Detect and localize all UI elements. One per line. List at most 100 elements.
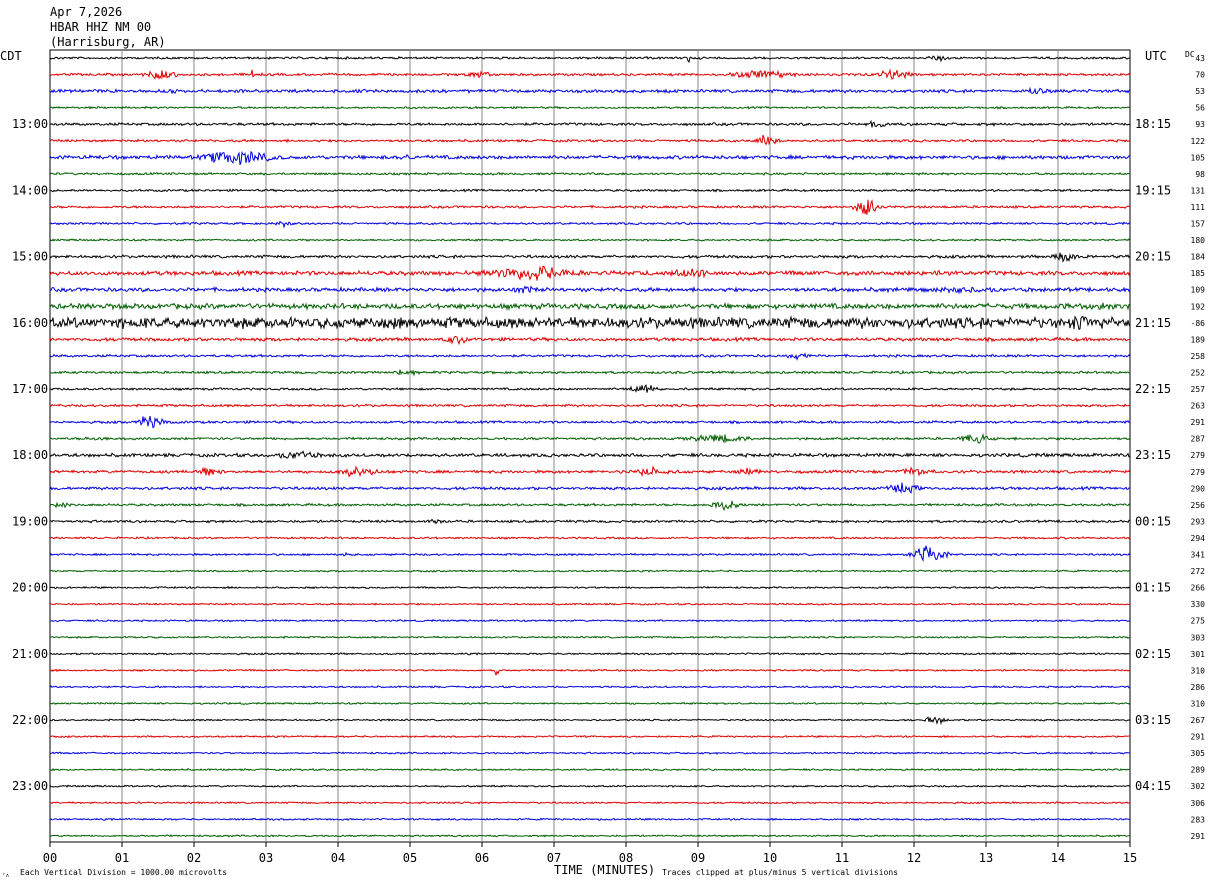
left-time-label: 17:00	[12, 382, 48, 396]
seismic-trace	[49, 545, 1131, 563]
dc-offset-label: 98	[1195, 170, 1205, 179]
seismic-trace	[49, 315, 1131, 331]
dc-offset-label: 257	[1191, 385, 1206, 394]
dc-offset-label: 279	[1191, 468, 1206, 477]
left-timezone-label: CDT	[0, 49, 22, 63]
trace-group	[49, 54, 1131, 838]
dc-offset-label: 157	[1191, 220, 1206, 229]
x-tick-label: 00	[43, 851, 57, 865]
seismic-trace	[49, 403, 1131, 408]
seismic-trace	[49, 54, 1131, 64]
dc-offset-label: 279	[1191, 451, 1206, 460]
seismic-trace	[49, 188, 1131, 193]
seismic-trace	[49, 834, 1131, 838]
dc-offset-label: 263	[1191, 402, 1206, 411]
seismic-trace	[49, 465, 1131, 478]
x-tick-label: 10	[763, 851, 777, 865]
left-time-label: 23:00	[12, 779, 48, 793]
plot-frame	[49, 49, 1131, 843]
dc-offset-labels: 43 70 53 56 93 122 105 98 131 111 157 180 184 185 109 1…	[1191, 54, 1206, 841]
header-location: (Harrisburg, AR)	[50, 35, 166, 49]
left-time-label: 14:00	[12, 183, 48, 197]
seismic-trace	[49, 652, 1131, 656]
scale-note: Each Vertical Division = 1000.00 microvo…	[20, 868, 227, 877]
dc-offset-label: 272	[1191, 567, 1206, 576]
left-time-label: 16:00	[12, 316, 48, 330]
seismic-trace	[49, 518, 1131, 525]
right-time-label: 03:15	[1135, 713, 1171, 727]
right-time-label: 23:15	[1135, 448, 1171, 462]
dc-offset-label: 294	[1191, 534, 1206, 543]
dc-offset-label: 185	[1191, 269, 1206, 278]
seismic-trace	[49, 500, 1131, 512]
dc-offset-label: 310	[1191, 666, 1206, 675]
x-tick-label: 02	[187, 851, 201, 865]
seismic-trace	[49, 301, 1131, 312]
dc-offset-label: 70	[1195, 71, 1205, 80]
seismic-trace	[49, 199, 1130, 215]
left-time-label: 20:00	[12, 581, 48, 595]
seismic-trace	[49, 635, 1131, 640]
seismic-trace	[49, 68, 1131, 80]
dc-offset-label: 53	[1195, 87, 1205, 96]
dc-offset-label: 43	[1195, 54, 1205, 63]
seismic-trace	[49, 734, 1130, 739]
seismic-trace	[49, 150, 1131, 165]
seismic-trace	[49, 602, 1131, 606]
dc-header-label: DC	[1185, 50, 1195, 59]
x-tick-labels: 00 01 02 03 04 05 06 07 08 09 10 11 12 13 14 15	[43, 851, 1137, 865]
seismic-trace	[49, 369, 1131, 377]
x-tick-label: 07	[547, 851, 561, 865]
x-tick-label: 03	[259, 851, 273, 865]
seismic-trace	[49, 335, 1131, 346]
dc-offset-label: 291	[1191, 418, 1206, 427]
x-tick-label: 09	[691, 851, 705, 865]
header-date: Apr 7,2026	[50, 5, 122, 19]
dc-offset-label: 267	[1191, 716, 1206, 725]
seismic-trace	[49, 238, 1131, 243]
x-tick-label: 15	[1123, 851, 1137, 865]
seismic-trace	[49, 585, 1131, 590]
header-station: HBAR HHZ NM 00	[50, 20, 151, 34]
dc-offset-label: 111	[1191, 203, 1206, 212]
dc-offset-label: 303	[1191, 633, 1206, 642]
dc-offset-label: 290	[1191, 484, 1206, 493]
dc-offset-label: 93	[1195, 120, 1205, 129]
left-time-labels: 13:00 14:00 15:00 16:00 17:00 18:00 19:00 20:00…	[12, 117, 48, 793]
left-time-label: 15:00	[12, 250, 48, 264]
right-timezone-label: UTC	[1145, 49, 1167, 63]
dc-offset-label: 122	[1191, 137, 1206, 146]
right-time-label: 21:15	[1135, 316, 1171, 330]
dc-offset-label: 330	[1191, 600, 1206, 609]
dc-offset-label: 266	[1191, 584, 1206, 593]
dc-offset-label: 105	[1191, 153, 1206, 162]
right-time-label: 04:15	[1135, 779, 1171, 793]
right-time-label: 18:15	[1135, 117, 1171, 131]
seismic-trace	[49, 119, 1131, 128]
seismic-trace	[49, 285, 1131, 295]
dc-offset-label: 256	[1191, 501, 1206, 510]
seismic-trace	[49, 784, 1131, 789]
x-tick-label: 01	[115, 851, 129, 865]
clip-note: Traces clipped at plus/minus 5 vertical …	[662, 868, 898, 877]
x-tick-label: 05	[403, 851, 417, 865]
dc-offset-label: 305	[1191, 749, 1206, 758]
right-time-label: 20:15	[1135, 250, 1171, 264]
seismic-trace	[49, 535, 1131, 540]
dc-offset-label: 287	[1191, 435, 1206, 444]
left-time-label: 19:00	[12, 514, 48, 528]
dc-offset-label: 289	[1191, 766, 1206, 775]
seismic-trace	[49, 252, 1131, 263]
seismic-trace	[49, 86, 1131, 95]
dc-offset-label: 306	[1191, 799, 1206, 808]
seismic-trace	[49, 384, 1131, 393]
seismic-trace	[49, 701, 1131, 706]
right-time-label: 22:15	[1135, 382, 1171, 396]
dc-offset-label: 192	[1191, 302, 1206, 311]
corner-mark: ’˄	[2, 873, 10, 880]
right-time-label: 00:15	[1135, 514, 1171, 528]
dc-offset-label: 301	[1191, 650, 1206, 659]
right-time-label: 02:15	[1135, 647, 1171, 661]
dc-offset-label: 109	[1191, 286, 1206, 295]
seismic-trace	[49, 569, 1131, 573]
